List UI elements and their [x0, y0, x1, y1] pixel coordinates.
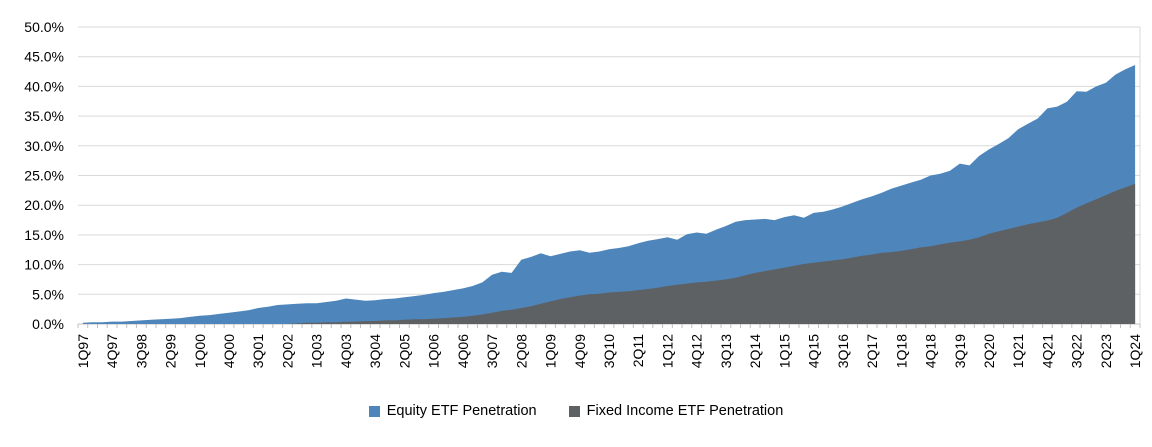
- y-axis-label: 10.0%: [24, 257, 64, 273]
- x-axis-label: 3Q01: [250, 334, 266, 368]
- x-axis-label: 2Q23: [1098, 334, 1114, 368]
- y-axis-label: 45.0%: [24, 49, 64, 65]
- y-axis-label: 5.0%: [32, 286, 64, 302]
- x-axis-label: 4Q15: [806, 334, 822, 368]
- x-axis-label: 2Q05: [396, 334, 412, 368]
- y-axis-label: 30.0%: [24, 138, 64, 154]
- x-axis-label: 1Q09: [543, 334, 559, 368]
- x-axis-label: 4Q12: [689, 334, 705, 368]
- x-axis-label: 4Q03: [338, 334, 354, 368]
- y-axis-label: 0.0%: [32, 316, 64, 332]
- x-axis-label: 4Q09: [572, 334, 588, 368]
- x-axis-label: 3Q22: [1069, 334, 1085, 368]
- legend-item-equity: Equity ETF Penetration: [368, 403, 537, 419]
- x-axis-label: 2Q11: [630, 334, 646, 367]
- chart-legend: Equity ETF Penetration Fixed Income ETF …: [0, 403, 1152, 419]
- x-axis-label: 3Q19: [952, 334, 968, 368]
- x-axis-label: 3Q04: [367, 334, 383, 368]
- x-axis-label: 4Q18: [923, 334, 939, 368]
- x-axis-label: 4Q21: [1039, 334, 1055, 368]
- equity-legend-swatch: [368, 405, 380, 417]
- legend-item-fixed-income: Fixed Income ETF Penetration: [568, 403, 784, 419]
- x-axis-label: 1Q06: [426, 334, 442, 368]
- x-axis-label: 3Q98: [133, 334, 149, 368]
- x-axis-label: 1Q03: [309, 334, 325, 368]
- x-axis-label: 3Q07: [484, 334, 500, 368]
- equity-legend-label: Equity ETF Penetration: [386, 403, 537, 419]
- x-axis-label: 3Q10: [601, 334, 617, 368]
- y-axis-label: 35.0%: [24, 108, 64, 124]
- x-axis-label: 1Q12: [659, 334, 675, 368]
- x-axis-label: 2Q14: [747, 334, 763, 368]
- x-axis-label: 3Q13: [718, 334, 734, 368]
- fixed-income-legend-swatch: [568, 405, 580, 417]
- x-axis-label: 1Q00: [192, 334, 208, 368]
- x-axis-label: 4Q00: [221, 334, 237, 368]
- x-axis-label: 1Q21: [1010, 334, 1026, 368]
- x-axis-label: 1Q24: [1127, 334, 1143, 368]
- y-axis-label: 15.0%: [24, 227, 64, 243]
- x-axis-label: 4Q06: [455, 334, 471, 368]
- x-axis-label: 1Q18: [893, 334, 909, 368]
- x-axis-label: 4Q97: [104, 334, 120, 368]
- y-axis-label: 40.0%: [24, 78, 64, 94]
- x-axis-label: 1Q97: [75, 334, 91, 368]
- x-axis-label: 2Q17: [864, 334, 880, 368]
- y-axis-label: 20.0%: [24, 197, 64, 213]
- x-axis-label: 3Q16: [835, 334, 851, 368]
- fixed-income-area-series: [82, 183, 1136, 324]
- plot-area: 0.0% 5.0% 10.0% 15.0% 20.0% 25.0% 30.0% 35.0% 40…: [24, 19, 1143, 368]
- x-axis-label: 2Q20: [981, 334, 997, 368]
- fixed-income-legend-label: Fixed Income ETF Penetration: [586, 403, 784, 419]
- y-axis-label: 50.0%: [24, 19, 64, 35]
- x-axis-label: 2Q02: [279, 334, 295, 368]
- x-axis-label: 2Q08: [513, 334, 529, 368]
- x-axis-label: 2Q99: [163, 334, 179, 368]
- y-axis-label: 25.0%: [24, 168, 64, 184]
- x-axis-label: 1Q15: [776, 334, 792, 368]
